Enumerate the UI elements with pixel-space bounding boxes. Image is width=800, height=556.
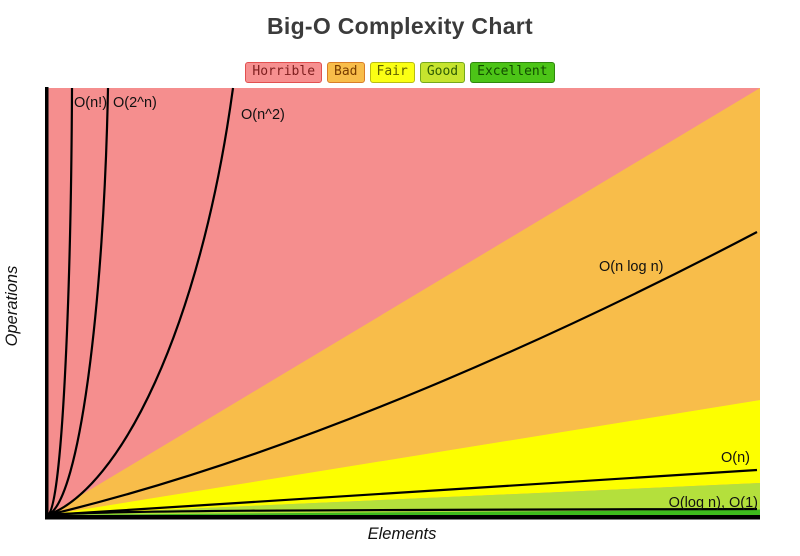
x-axis — [45, 515, 760, 520]
curve-exponential — [47, 87, 110, 516]
legend-badge-horrible: Horrible — [245, 62, 323, 83]
curve-quadratic — [47, 87, 235, 517]
curve-logarithmic — [47, 507, 758, 517]
legend-badge-bad: Bad — [327, 62, 365, 83]
curve-factorial — [47, 87, 74, 516]
legend-badge-fair: Fair — [369, 62, 415, 83]
region-fair — [48, 400, 760, 515]
legend-badge-excellent: Excellent — [470, 62, 555, 83]
y-axis — [45, 87, 49, 520]
curve-label-linear: O(n) — [721, 450, 750, 466]
curve-label-exponential: O(2^n) — [113, 95, 157, 111]
x-axis-label: Elements — [368, 525, 437, 543]
region-excellent — [48, 509, 760, 515]
curve-linearithmic — [47, 231, 758, 517]
legend-badge-good: Good — [419, 62, 466, 83]
chart-title: Big-O Complexity Chart — [266, 13, 533, 39]
region-bad — [48, 88, 760, 515]
legend: Horrible Bad Fair Good Excellent — [0, 62, 800, 83]
curve-label-log-const: O(log n), O(1) — [669, 495, 758, 511]
curve-linear — [47, 468, 758, 517]
curve-label-linearithmic: O(n log n) — [599, 259, 663, 275]
curve-label-quadratic: O(n^2) — [241, 107, 285, 123]
y-axis-label: Operations — [3, 266, 21, 347]
curve-label-factorial: O(n!) — [74, 95, 107, 111]
region-good — [48, 483, 760, 515]
